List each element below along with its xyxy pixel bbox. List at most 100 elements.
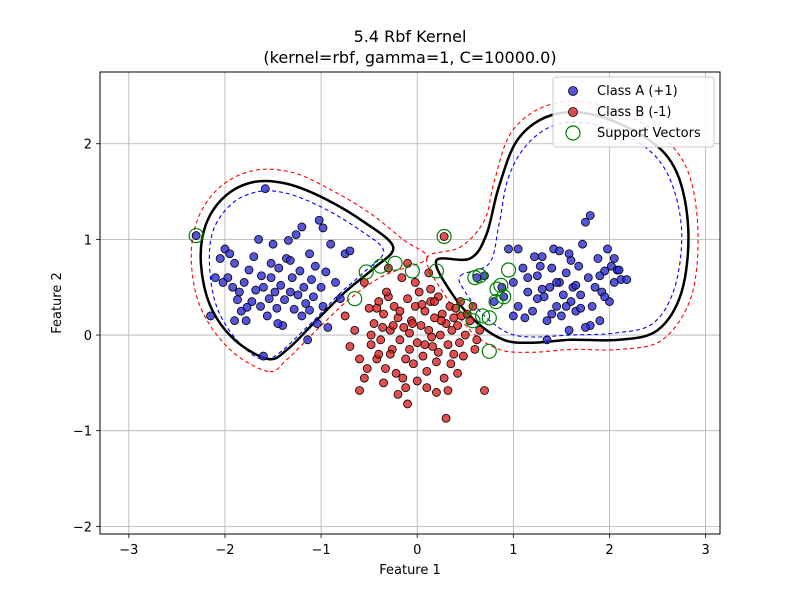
- class-b-point: [376, 335, 386, 345]
- class-a-point: [590, 282, 600, 292]
- class-b-point: [449, 349, 459, 359]
- class-a-point: [206, 311, 215, 321]
- class-a-point: [285, 287, 295, 297]
- class-a-point: [576, 290, 586, 300]
- class-a-point: [259, 351, 268, 361]
- decision-boundary-contour: [434, 110, 690, 345]
- class-a-point: [285, 256, 295, 265]
- class-a-point: [581, 217, 590, 227]
- class-a-point: [293, 290, 303, 300]
- class-a-point: [600, 292, 610, 302]
- class-a-point: [321, 267, 331, 277]
- class-a-point: [331, 278, 340, 287]
- class-a-point: [528, 306, 537, 316]
- class-b-point: [389, 301, 399, 311]
- class-a-point: [287, 273, 297, 283]
- class-a-point: [314, 215, 324, 225]
- class-b-point: [385, 349, 395, 359]
- class-a-point: [308, 292, 318, 302]
- class-a-point: [571, 280, 581, 290]
- class-a-point: [291, 230, 301, 240]
- class-a-point: [257, 271, 266, 281]
- class-b-point: [395, 306, 405, 316]
- support-vector-marker: [358, 264, 374, 280]
- class-a-point: [513, 244, 523, 254]
- class-b-point: [446, 359, 456, 369]
- class-a-point: [247, 297, 257, 306]
- support-vector-marker: [488, 293, 504, 310]
- class-a-point: [576, 303, 586, 313]
- class-a-point: [242, 302, 252, 312]
- class-b-point: [414, 287, 424, 297]
- class-b-point: [418, 351, 428, 361]
- class-a-point: [547, 263, 557, 273]
- class-a-point: [307, 275, 316, 284]
- class-b-point: [366, 340, 376, 350]
- class-a-point: [547, 309, 557, 319]
- class-b-point: [470, 344, 480, 354]
- class-a-point: [299, 282, 309, 292]
- class-a-point: [558, 290, 568, 300]
- class-b-point: [453, 368, 462, 378]
- class-b-point: [408, 359, 418, 369]
- support-vector-marker: [472, 268, 488, 284]
- class-a-point: [272, 303, 282, 313]
- class-a-point: [513, 301, 523, 311]
- class-b-point: [422, 383, 432, 393]
- support-vector-marker: [481, 343, 497, 359]
- class-a-point: [256, 301, 265, 311]
- class-b-point: [397, 273, 407, 283]
- class-a-point: [530, 252, 539, 262]
- class-a-point: [305, 249, 314, 259]
- class-b-point: [403, 294, 412, 304]
- class-b-point: [382, 287, 391, 297]
- class-a-point: [532, 271, 542, 281]
- class-a-point: [316, 282, 326, 292]
- margin-negative-contour: [426, 100, 699, 353]
- support-vector-marker: [496, 289, 512, 305]
- class-a-point: [318, 223, 328, 233]
- class-b-point: [403, 399, 412, 409]
- x-tick-label: −1: [311, 543, 330, 558]
- class-a-point: [244, 265, 254, 275]
- support-vector-marker: [474, 308, 491, 324]
- class-b-point: [435, 330, 445, 340]
- class-a-point: [230, 258, 239, 268]
- class-a-point: [259, 282, 268, 292]
- class-a-point: [609, 254, 619, 263]
- class-a-point: [508, 311, 518, 321]
- plot-frame: [99, 71, 721, 535]
- class-b-point: [416, 321, 426, 330]
- class-b-point: [436, 316, 446, 326]
- support-vector-marker: [481, 310, 497, 326]
- legend: Class A (+1) Class B (-1) Support Vector…: [552, 76, 715, 148]
- class-a-point: [323, 322, 333, 332]
- class-b-point: [426, 284, 436, 294]
- class-a-point: [595, 316, 605, 326]
- class-b-point: [393, 389, 403, 399]
- class-b-point: [355, 386, 364, 395]
- x-tick-label: 2: [605, 543, 613, 558]
- margin-positive-contour: [208, 190, 385, 360]
- class-a-point: [574, 261, 584, 271]
- class-a-point: [603, 244, 612, 254]
- class-b-point: [364, 303, 374, 313]
- class-b-point: [412, 338, 422, 348]
- class-b-point: [410, 278, 420, 287]
- x-axis-label: Feature 1: [379, 563, 441, 578]
- chart-subtitle: (kernel=rbf, gamma=1, C=10000.0): [263, 48, 556, 67]
- class-b-point: [395, 335, 405, 345]
- class-b-point: [422, 366, 432, 376]
- class-a-point: [301, 299, 311, 308]
- class-a-point: [537, 284, 547, 294]
- legend-class-b-marker: [568, 107, 578, 117]
- support-vector-marker: [188, 227, 204, 244]
- class-a-point: [578, 239, 587, 249]
- class-a-point: [276, 280, 286, 290]
- class-a-point: [273, 319, 283, 328]
- class-b-point: [345, 342, 355, 351]
- class-b-point: [420, 340, 430, 350]
- class-a-point: [585, 211, 595, 220]
- class-b-point: [458, 351, 468, 361]
- class-a-point: [552, 278, 561, 287]
